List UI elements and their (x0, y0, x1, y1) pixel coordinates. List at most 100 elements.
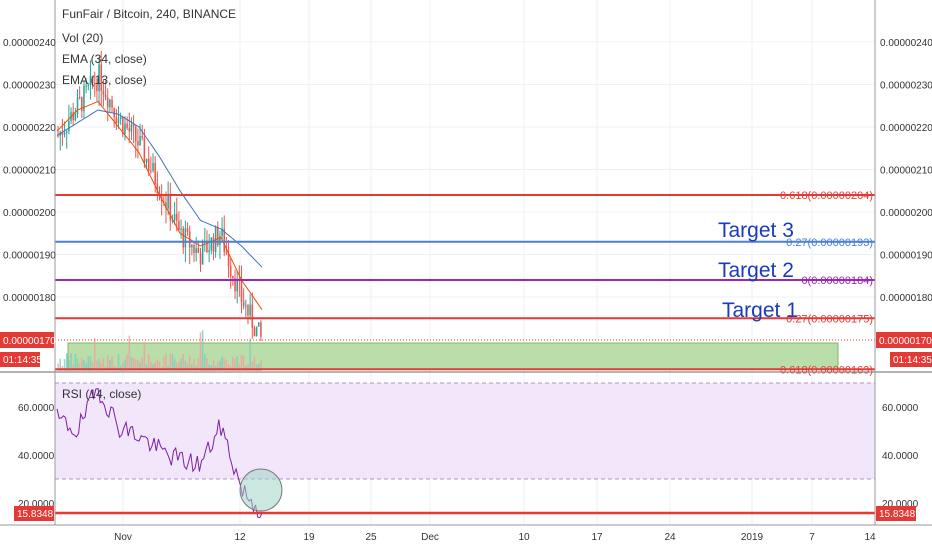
ema-34-line (56, 109, 263, 268)
candle-body (182, 228, 185, 248)
price-tick-left: 0.00000190 (3, 251, 56, 262)
candle-body (223, 228, 226, 252)
candle-body (191, 244, 193, 248)
volume-bar (178, 361, 180, 371)
volume-bar (173, 358, 176, 371)
candle-body (98, 64, 100, 92)
target-3-label[interactable]: Target 3 (718, 219, 794, 242)
indicator-ema34-label[interactable]: EMA (34, close) (62, 52, 147, 66)
candle-body (76, 97, 79, 114)
volume-bar (210, 365, 213, 371)
candle-body (169, 195, 172, 221)
price-tick-left: 0.00000180 (3, 293, 56, 304)
countdown-badge-left: 01:14:35 (3, 355, 42, 366)
rsi-axis[interactable]: 60.0000 60.0000 40.0000 40.0000 20.0000 20.00… (18, 403, 919, 510)
time-tick: 2019 (741, 532, 764, 543)
candle-body (117, 118, 120, 124)
time-tick: Dec (421, 532, 439, 543)
rsi-tick-right: 60.0000 (882, 403, 919, 414)
volume-bar (130, 357, 133, 371)
price-tick-right: 0.00000210 (880, 166, 932, 177)
volume-bar (70, 353, 72, 371)
rsi-tick-right: 40.0000 (882, 451, 919, 462)
rsi-tick-left: 40.0000 (18, 451, 55, 462)
volume-bar (143, 341, 146, 371)
candle-body (87, 84, 90, 86)
rsi-line (56, 387, 263, 519)
time-axis[interactable]: Nov 12 19 25 Dec 10 17 24 2019 7 14 (114, 532, 876, 543)
price-tick-left: 0.00000230 (3, 81, 56, 92)
target-zone-box[interactable] (67, 342, 839, 370)
candle-body (115, 117, 118, 124)
volume-bar (208, 364, 210, 371)
volume-bar (165, 353, 167, 371)
chart-symbol-title: FunFair / Bitcoin, 240, BINANCE (62, 7, 236, 21)
volume-bar (182, 354, 185, 371)
grid (55, 0, 875, 525)
rsi-tick-left: 60.0000 (18, 403, 55, 414)
indicator-ema13-label[interactable]: EMA (13, close) (62, 73, 147, 87)
target-1-label[interactable]: Target 1 (722, 299, 798, 322)
candle-body (137, 141, 139, 146)
countdown-badge-right: 01:14:35 (893, 355, 932, 366)
candle-body (163, 200, 165, 203)
candle-body (175, 213, 178, 221)
volume-bar (204, 354, 206, 371)
volume-bar (225, 360, 228, 371)
candle-body (124, 123, 126, 135)
last-price-badge-left: 0.00000170 (3, 336, 56, 347)
volume-bar (158, 361, 161, 371)
candle-body (147, 159, 150, 171)
candle-body (74, 113, 77, 121)
rsi-indicator-label[interactable]: RSI (14, close) (62, 387, 141, 401)
candle-body (245, 305, 247, 307)
volume-bar (72, 364, 74, 371)
candle-body (225, 251, 228, 254)
time-tick: 14 (864, 532, 876, 543)
candle-body (242, 301, 245, 307)
price-axis[interactable]: 0.00000240 0.00000240 0.00000230 0.00000230… (3, 38, 932, 304)
volume-bar (175, 362, 178, 371)
fib-levels[interactable]: 0.618(0.00000204) 0.27(0.00000193) 0(0.000… (55, 190, 875, 376)
fib-level-label: 0.27(0.00000193) (786, 237, 873, 249)
volume-bar (232, 356, 234, 371)
volume-bar (152, 364, 154, 371)
volume-bar (76, 358, 79, 371)
rsi-marker-badge-right-bg (876, 506, 916, 521)
countdown-badge-left-bg (0, 352, 40, 367)
candle-body (119, 117, 122, 119)
candle-body (212, 237, 215, 252)
candle-body (122, 117, 124, 135)
volume-bar (197, 358, 200, 371)
candle-body (156, 183, 159, 194)
candle-body (130, 124, 133, 132)
volume-bar (169, 353, 172, 371)
candle-body (106, 97, 109, 108)
candle-body (197, 248, 200, 254)
fib-level-label: 0.27(0.00000175) (786, 313, 873, 325)
candle-body (208, 250, 210, 253)
price-tick-left: 0.00000240 (3, 38, 56, 49)
rsi-circle-annotation[interactable] (239, 468, 283, 512)
volume-bar (111, 355, 113, 371)
volume-bar (219, 360, 221, 371)
candle-body (251, 304, 254, 329)
volume-bar (132, 358, 135, 371)
candle-body (236, 278, 238, 292)
volume-bar (171, 354, 174, 371)
volume-bar (128, 335, 131, 371)
candle-body (143, 137, 146, 163)
rsi-band-fill (55, 383, 875, 479)
volume-bar (154, 362, 156, 371)
candle-body (199, 253, 202, 265)
countdown-badge-right-bg (890, 352, 932, 367)
indicator-vol-label[interactable]: Vol (20) (62, 31, 103, 45)
price-tick-left: 0.00000200 (3, 208, 56, 219)
volume-bar (57, 363, 59, 371)
volume-bar (216, 362, 219, 371)
volume-bar (117, 353, 120, 371)
price-tick-right: 0.00000240 (880, 38, 932, 49)
target-2-label[interactable]: Target 2 (718, 259, 794, 282)
